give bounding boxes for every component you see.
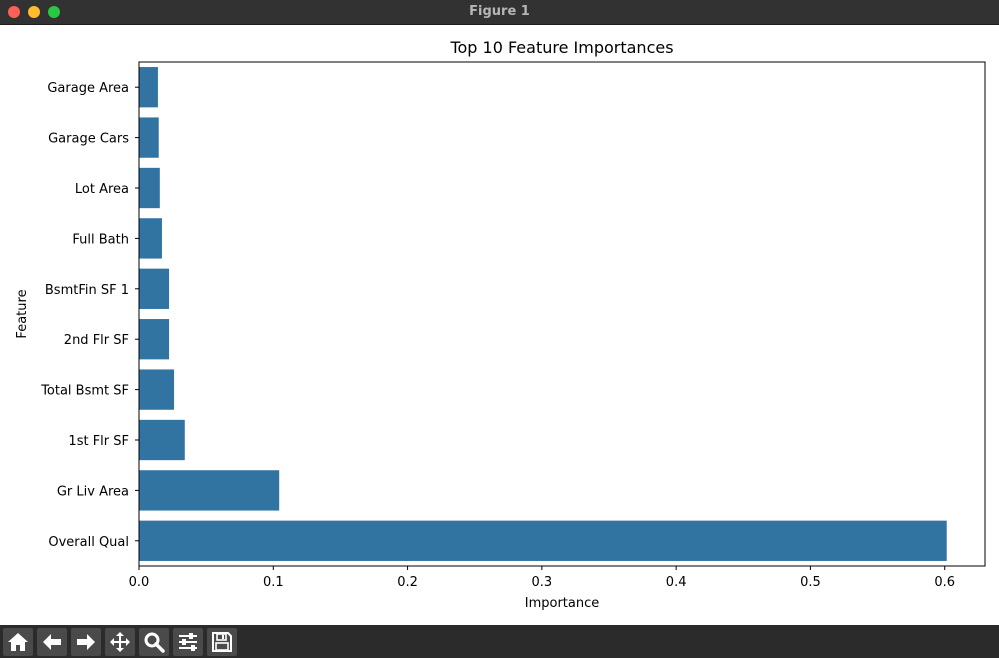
x-tick-label: 0.1 xyxy=(263,575,284,590)
y-tick-label: 1st Flr SF xyxy=(68,434,129,449)
back-arrow-icon xyxy=(43,634,61,650)
window-title: Figure 1 xyxy=(469,4,530,19)
x-tick-label: 0.6 xyxy=(934,575,955,590)
configure-subplots-icon xyxy=(179,633,197,651)
bar-2nd-flr-sf xyxy=(139,319,170,360)
y-tick-label: 2nd Flr SF xyxy=(64,333,129,348)
save-figure-icon xyxy=(212,632,232,652)
x-axis-label: Importance xyxy=(525,596,600,611)
pan-move-icon xyxy=(110,632,130,652)
y-tick-label: BsmtFin SF 1 xyxy=(45,283,129,298)
plot-frame xyxy=(138,61,986,567)
bar-garage-cars xyxy=(139,117,159,158)
forward-button[interactable] xyxy=(71,628,101,656)
bar-garage-area xyxy=(139,67,158,108)
x-tick-label: 0.0 xyxy=(129,575,150,590)
window-titlebar: Figure 1 xyxy=(0,0,999,25)
bar-full-bath xyxy=(139,218,162,259)
y-tick-label: Total Bsmt SF xyxy=(40,384,129,399)
bar-1st-flr-sf xyxy=(139,419,185,461)
x-tick-label: 0.4 xyxy=(666,575,687,590)
y-tick-label: Garage Area xyxy=(47,81,129,96)
y-tick-label: Lot Area xyxy=(75,182,129,197)
bar-lot-area xyxy=(139,167,160,209)
y-tick-label: Full Bath xyxy=(72,232,129,247)
bar-gr-liv-area xyxy=(139,470,280,511)
maximize-window-button[interactable] xyxy=(48,6,60,18)
y-tick-label: Overall Qual xyxy=(48,535,129,550)
pan-button[interactable] xyxy=(105,628,135,656)
x-tick-label: 0.5 xyxy=(800,575,821,590)
x-tick-label: 0.2 xyxy=(397,575,418,590)
navigation-toolbar xyxy=(0,625,999,658)
y-axis-label: Feature xyxy=(15,289,30,338)
x-tick-label: 0.3 xyxy=(532,575,553,590)
back-button[interactable] xyxy=(37,628,67,656)
zoom-magnifier-icon xyxy=(144,632,165,653)
bar-total-bsmt-sf xyxy=(139,369,175,410)
y-tick-label: Gr Liv Area xyxy=(57,484,129,499)
y-tick-label: Garage Cars xyxy=(48,132,129,147)
home-button[interactable] xyxy=(3,628,33,656)
minimize-window-button[interactable] xyxy=(28,6,40,18)
configure-subplots-button[interactable] xyxy=(173,628,203,656)
bar-overall-qual xyxy=(139,520,947,561)
zoom-button[interactable] xyxy=(139,628,169,656)
bar-chart: Garage Area Garage Cars Lot Area Full Bath B… xyxy=(15,38,986,611)
close-window-button[interactable] xyxy=(8,6,20,18)
save-button[interactable] xyxy=(207,628,237,656)
figure-canvas: Garage Area Garage Cars Lot Area Full Bath B… xyxy=(0,25,999,625)
forward-arrow-icon xyxy=(77,634,95,650)
chart-title: Top 10 Feature Importances xyxy=(449,38,673,57)
home-icon xyxy=(8,633,28,651)
bar-bsmtfin-sf-1 xyxy=(139,268,170,309)
